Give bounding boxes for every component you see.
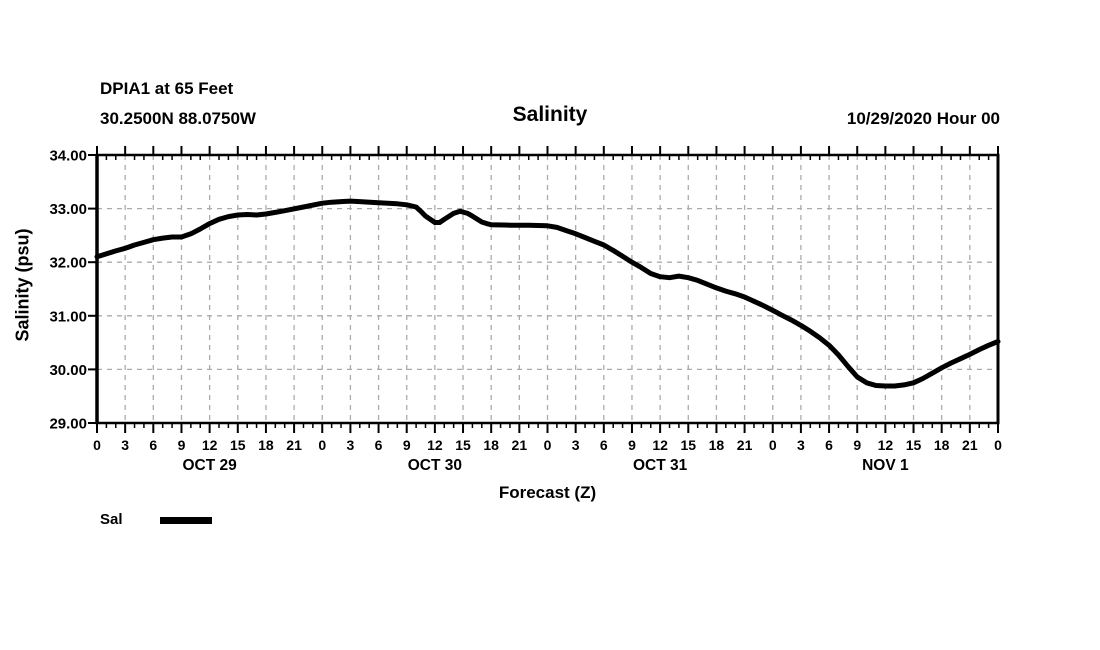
svg-text:15: 15 [230, 437, 246, 453]
svg-text:12: 12 [878, 437, 894, 453]
salinity-line [94, 198, 1001, 389]
svg-text:3: 3 [121, 437, 129, 453]
svg-text:31.00: 31.00 [49, 308, 87, 325]
svg-text:0: 0 [994, 437, 1002, 453]
svg-text:6: 6 [600, 437, 608, 453]
chart-title: Salinity [512, 103, 588, 126]
gridlines [97, 155, 998, 423]
svg-text:0: 0 [544, 437, 552, 453]
svg-text:0: 0 [318, 437, 326, 453]
station-name: DPIA1 at 65 Feet [100, 79, 234, 98]
svg-text:9: 9 [178, 437, 186, 453]
svg-text:9: 9 [628, 437, 636, 453]
date-labels: OCT 29 OCT 30 OCT 31 NOV 1 [182, 457, 909, 474]
svg-text:0: 0 [769, 437, 777, 453]
svg-text:18: 18 [709, 437, 725, 453]
svg-text:12: 12 [652, 437, 668, 453]
station-coordinates: 30.2500N 88.0750W [100, 109, 256, 128]
legend-line-swatch [160, 517, 212, 524]
svg-text:21: 21 [286, 437, 302, 453]
x-axis-title: Forecast (Z) [498, 483, 597, 502]
svg-text:12: 12 [202, 437, 218, 453]
svg-text:6: 6 [149, 437, 157, 453]
svg-text:18: 18 [483, 437, 499, 453]
svg-text:21: 21 [512, 437, 528, 453]
svg-text:0: 0 [93, 437, 101, 453]
svg-text:9: 9 [403, 437, 411, 453]
run-datetime: 10/29/2020 Hour 00 [846, 109, 1000, 128]
svg-text:15: 15 [906, 437, 922, 453]
svg-text:OCT 30: OCT 30 [408, 457, 462, 474]
svg-text:15: 15 [680, 437, 696, 453]
svg-text:3: 3 [347, 437, 355, 453]
svg-text:18: 18 [934, 437, 950, 453]
series [94, 198, 1001, 389]
svg-text:32.00: 32.00 [49, 255, 87, 272]
y-tick-labels: 34.00 33.00 32.00 31.00 30.00 29.00 [49, 148, 87, 433]
svg-text:NOV 1: NOV 1 [862, 457, 909, 474]
svg-text:34.00: 34.00 [49, 148, 87, 165]
svg-text:12: 12 [427, 437, 443, 453]
svg-text:21: 21 [962, 437, 978, 453]
svg-text:OCT 29: OCT 29 [182, 457, 237, 474]
svg-text:30.00: 30.00 [49, 362, 87, 379]
x-tick-labels: 0 3 6 9 12 15 18 21 0 3 6 9 12 15 18 21 0 3 6 9 12 15 18 21 0 3 6 9… [93, 437, 1002, 453]
svg-text:9: 9 [853, 437, 861, 453]
svg-text:3: 3 [797, 437, 805, 453]
svg-text:33.00: 33.00 [49, 201, 87, 218]
legend-series-label: Sal [100, 511, 123, 528]
svg-text:21: 21 [737, 437, 753, 453]
svg-text:15: 15 [455, 437, 471, 453]
svg-text:OCT 31: OCT 31 [633, 457, 688, 474]
svg-text:6: 6 [375, 437, 383, 453]
svg-text:18: 18 [258, 437, 274, 453]
axis-ticks [88, 146, 999, 433]
svg-text:29.00: 29.00 [49, 416, 87, 433]
svg-text:6: 6 [825, 437, 833, 453]
svg-text:3: 3 [572, 437, 580, 453]
